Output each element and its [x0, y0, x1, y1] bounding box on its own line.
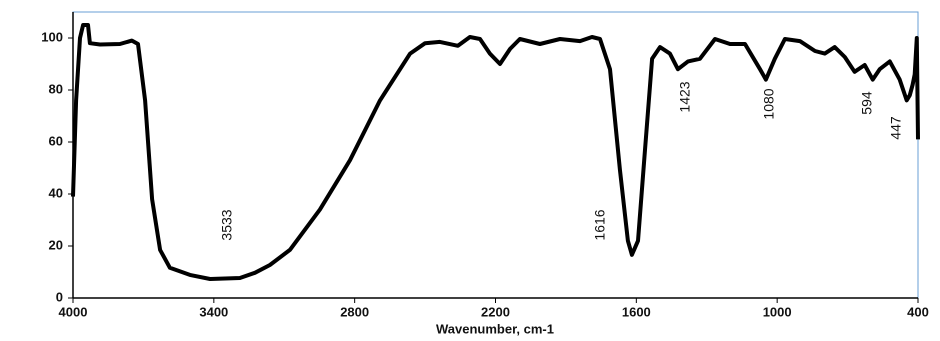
peak-annotation: 1616 [592, 209, 608, 240]
peak-annotation: 594 [859, 91, 875, 115]
x-axis-label: Wavenumber, cm-1 [436, 321, 554, 336]
x-tick-label: 2800 [340, 304, 369, 319]
x-tick-label: 4000 [59, 304, 88, 319]
x-tick-label: 1000 [763, 304, 792, 319]
x-tick-label: 3400 [199, 304, 228, 319]
y-tick-label: 60 [49, 133, 63, 148]
peak-annotation: 3533 [219, 209, 235, 240]
peak-annotation: 447 [888, 116, 904, 140]
x-tick-label: 400 [907, 304, 929, 319]
plot-frame [72, 11, 919, 299]
x-tick-label: 1600 [622, 304, 651, 319]
y-tick-label: 0 [56, 289, 63, 304]
x-tick-label: 2200 [481, 304, 510, 319]
peak-annotation: 1423 [677, 81, 693, 112]
y-tick-label: 80 [49, 81, 63, 96]
y-tick-label: 100 [41, 29, 63, 44]
spectrum-line [71, 23, 920, 281]
y-tick-label: 40 [49, 185, 63, 200]
peak-annotation: 1080 [761, 88, 777, 119]
y-tick-label: 20 [49, 237, 63, 252]
